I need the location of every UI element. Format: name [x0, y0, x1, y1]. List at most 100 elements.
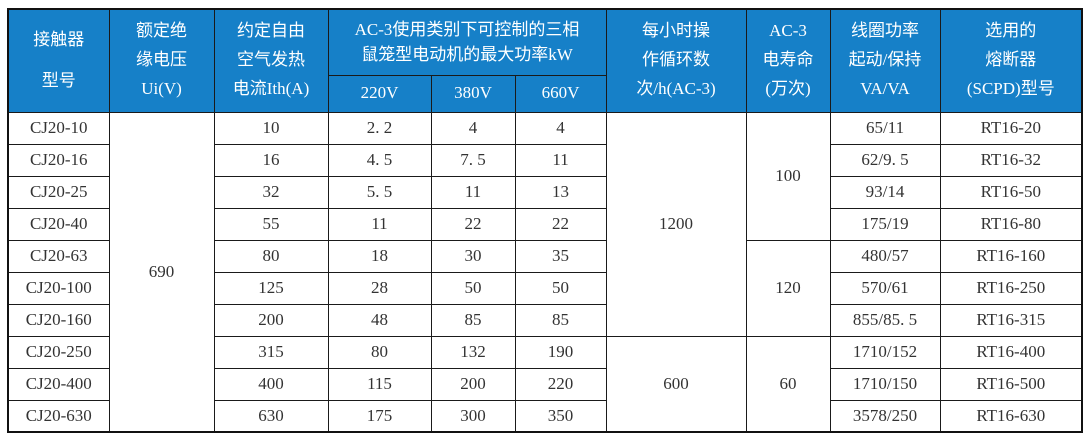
cell-kw-660v: 50	[514, 271, 607, 305]
cell-thermal-current: 10	[213, 111, 329, 145]
cell-fuse-model: RT16-80	[939, 207, 1083, 241]
cell-coil-power: 175/19	[829, 207, 941, 241]
cell-coil-power: 3578/250	[829, 399, 941, 433]
cell-fuse-model: RT16-160	[939, 239, 1083, 273]
cell-kw-660v: 85	[514, 303, 607, 337]
table-row: CJ20-250 315 80 132 190 600 60 1710/152 RT16-400	[7, 335, 1083, 433]
cell-electrical-life: 60	[745, 335, 831, 433]
cell-coil-power: 62/9. 5	[829, 143, 941, 177]
cell-fuse-model: RT16-32	[939, 143, 1083, 177]
cell-fuse-model: RT16-315	[939, 303, 1083, 337]
table-row: CJ20-160 200 48 85 85 855/85. 5 RT16-315	[7, 303, 1083, 337]
cell-kw-380v: 50	[430, 271, 516, 305]
cell-fuse-model: RT16-20	[939, 111, 1083, 145]
cell-model: CJ20-40	[7, 207, 110, 241]
header-kw-660v: 660V	[514, 74, 607, 113]
table-row: CJ20-63 80 18 30 35 120 480/57 RT16-160	[7, 239, 1083, 337]
header-model: 接触器 型号	[7, 8, 110, 113]
cell-kw-380v: 30	[430, 239, 516, 273]
cell-coil-power: 65/11	[829, 111, 941, 145]
cell-kw-660v: 13	[514, 175, 607, 209]
cell-model: CJ20-160	[7, 303, 110, 337]
cell-kw-380v: 4	[430, 111, 516, 145]
cell-coil-power: 855/85. 5	[829, 303, 941, 337]
cell-model: CJ20-250	[7, 335, 110, 369]
cell-kw-220v: 115	[327, 367, 432, 401]
header-thermal-current: 约定自由 空气发热 电流Ith(A)	[213, 8, 329, 113]
table-row: CJ20-16 16 4. 5 7. 5 11 62/9. 5 RT16-32	[7, 143, 1083, 177]
cell-kw-220v: 4. 5	[327, 143, 432, 177]
cell-thermal-current: 630	[213, 399, 329, 433]
cell-kw-660v: 220	[514, 367, 607, 401]
cell-thermal-current: 80	[213, 239, 329, 273]
cell-thermal-current: 315	[213, 335, 329, 369]
cell-cycles-per-hour: 600	[605, 335, 747, 433]
cell-model: CJ20-10	[7, 111, 110, 145]
cell-coil-power: 570/61	[829, 271, 941, 305]
cell-kw-220v: 80	[327, 335, 432, 369]
cell-electrical-life: 120	[745, 239, 831, 337]
cell-fuse-model: RT16-50	[939, 175, 1083, 209]
cell-kw-380v: 200	[430, 367, 516, 401]
header-kw-380v: 380V	[430, 74, 516, 113]
cell-coil-power: 480/57	[829, 239, 941, 273]
table-row: CJ20-630 630 175 300 350 3578/250 RT16-630	[7, 399, 1083, 433]
cell-kw-380v: 7. 5	[430, 143, 516, 177]
cell-kw-660v: 4	[514, 111, 607, 145]
cell-cycles-per-hour: 1200	[605, 111, 747, 337]
cell-fuse-model: RT16-630	[939, 399, 1083, 433]
cell-coil-power: 1710/150	[829, 367, 941, 401]
cell-coil-power: 93/14	[829, 175, 941, 209]
cell-kw-660v: 22	[514, 207, 607, 241]
cell-kw-660v: 190	[514, 335, 607, 369]
cell-kw-220v: 5. 5	[327, 175, 432, 209]
header-coil-power: 线圈功率 起动/保持 VA/VA	[829, 8, 941, 113]
cell-kw-380v: 132	[430, 335, 516, 369]
table-row: CJ20-40 55 11 22 22 175/19 RT16-80	[7, 207, 1083, 241]
cell-fuse-model: RT16-400	[939, 335, 1083, 369]
cell-kw-660v: 350	[514, 399, 607, 433]
cell-kw-220v: 18	[327, 239, 432, 273]
cell-fuse-model: RT16-500	[939, 367, 1083, 401]
cell-kw-220v: 2. 2	[327, 111, 432, 145]
cell-kw-380v: 22	[430, 207, 516, 241]
cell-coil-power: 1710/152	[829, 335, 941, 369]
cell-kw-660v: 35	[514, 239, 607, 273]
table-body: CJ20-10 690 10 2. 2 4 4 1200 100 65/11 RT16-20 CJ2…	[7, 111, 1083, 433]
cell-thermal-current: 400	[213, 367, 329, 401]
cell-electrical-life: 100	[745, 111, 831, 241]
header-row-sub: 220V 380V 660V	[8, 74, 1082, 113]
table-header: 接触器 型号 额定绝 缘电压 Ui(V) 约定自由 空气发热 电流Ith(A) …	[7, 8, 1083, 113]
cell-model: CJ20-630	[7, 399, 110, 433]
header-kw-group: AC-3使用类别下可控制的三相 鼠笼型电动机的最大功率kW	[327, 8, 607, 76]
cell-kw-220v: 175	[327, 399, 432, 433]
header-insulation-voltage: 额定绝 缘电压 Ui(V)	[108, 8, 215, 113]
table-row: CJ20-400 400 115 200 220 1710/150 RT16-500	[7, 367, 1083, 401]
header-fuse-model: 选用的 熔断器 (SCPD)型号	[939, 8, 1083, 113]
cell-kw-220v: 48	[327, 303, 432, 337]
table-row: CJ20-100 125 28 50 50 570/61 RT16-250	[7, 271, 1083, 305]
cell-insulation-voltage: 690	[108, 111, 215, 433]
cell-thermal-current: 55	[213, 207, 329, 241]
header-kw-220v: 220V	[327, 74, 432, 113]
cell-model: CJ20-16	[7, 143, 110, 177]
cell-fuse-model: RT16-250	[939, 271, 1083, 305]
cell-kw-380v: 85	[430, 303, 516, 337]
cell-model: CJ20-400	[7, 367, 110, 401]
header-cycles-per-hour: 每小时操 作循环数 次/h(AC-3)	[605, 8, 747, 113]
table-row: CJ20-10 690 10 2. 2 4 4 1200 100 65/11 RT16-20	[7, 111, 1083, 433]
cell-model: CJ20-63	[7, 239, 110, 273]
cell-kw-380v: 11	[430, 175, 516, 209]
header-electrical-life: AC-3 电寿命 (万次)	[745, 8, 831, 113]
contactor-spec-table: 接触器 型号 额定绝 缘电压 Ui(V) 约定自由 空气发热 电流Ith(A) …	[7, 8, 1084, 433]
cell-model: CJ20-100	[7, 271, 110, 305]
cell-thermal-current: 16	[213, 143, 329, 177]
header-row-main: 接触器 型号 额定绝 缘电压 Ui(V) 约定自由 空气发热 电流Ith(A) …	[7, 8, 1083, 113]
cell-kw-380v: 300	[430, 399, 516, 433]
cell-thermal-current: 200	[213, 303, 329, 337]
cell-model: CJ20-25	[7, 175, 110, 209]
table-row: CJ20-25 32 5. 5 11 13 93/14 RT16-50	[7, 175, 1083, 209]
cell-thermal-current: 125	[213, 271, 329, 305]
cell-kw-220v: 28	[327, 271, 432, 305]
